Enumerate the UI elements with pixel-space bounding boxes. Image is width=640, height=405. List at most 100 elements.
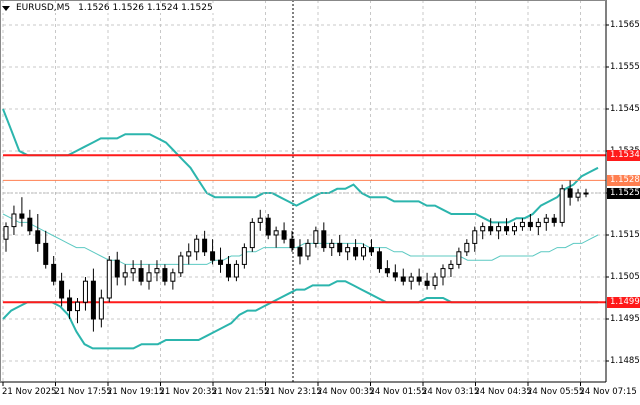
- x-tick-label: 24 Nov 07:15: [579, 387, 637, 397]
- candle-body: [472, 230, 478, 244]
- bollinger-upper: [2, 108, 599, 224]
- candle-body: [122, 272, 128, 278]
- candle-body: [511, 226, 517, 232]
- candle-body: [241, 247, 247, 265]
- x-tick-label: 24 Nov 03:15: [422, 387, 480, 397]
- candle-body: [249, 221, 255, 249]
- candle-body: [392, 272, 398, 278]
- candle-body: [210, 251, 216, 261]
- chart-title-bar: EURUSD,M5 1.1526 1.1526 1.1524 1.1525: [2, 3, 215, 13]
- candle-body: [11, 213, 17, 228]
- candle-body: [281, 230, 287, 240]
- candle-body: [3, 226, 9, 240]
- candle-body: [19, 213, 25, 219]
- candle-body: [400, 276, 406, 282]
- price-level-tag: 1.1534: [607, 149, 640, 161]
- candle-body: [35, 230, 41, 244]
- x-tick-label: 24 Nov 00:35: [317, 387, 375, 397]
- candle-body: [480, 226, 486, 232]
- price-level-tag: 1.1499: [607, 296, 640, 308]
- candle-body: [567, 188, 573, 198]
- candle-body: [130, 268, 136, 274]
- candle-body: [464, 242, 470, 253]
- candle-body: [106, 259, 112, 299]
- candle-body: [440, 268, 446, 278]
- bollinger-middle: [2, 213, 599, 265]
- candle-body: [162, 268, 168, 282]
- candle-body: [527, 221, 533, 228]
- symbol-label: EURUSD,M5: [16, 3, 71, 13]
- candle-body: [416, 276, 422, 282]
- y-tick-label: 1.1555: [610, 62, 640, 72]
- candle-body: [297, 247, 303, 257]
- candle-body: [305, 242, 311, 257]
- y-tick-label: 1.1565: [610, 20, 640, 30]
- candle-body: [368, 247, 374, 253]
- candle-body: [218, 259, 224, 265]
- x-tick-label: 24 Nov 05:55: [527, 387, 585, 397]
- candle-body: [496, 226, 502, 232]
- x-tick-label: 21 Nov 20:35: [159, 387, 217, 397]
- candle-body: [27, 217, 33, 232]
- y-tick-label: 1.1515: [610, 230, 640, 240]
- y-tick-label: 1.1505: [610, 272, 640, 282]
- candle-body: [313, 230, 319, 244]
- price-level-tag: 1.1528: [607, 174, 640, 186]
- candle-body: [265, 217, 271, 236]
- candle-body: [194, 238, 200, 253]
- candle-body: [59, 280, 65, 299]
- candle-body: [233, 263, 239, 278]
- candle-body: [75, 301, 81, 312]
- candle-body: [225, 263, 231, 278]
- candle-body: [384, 268, 390, 274]
- candle-body: [376, 251, 382, 270]
- candle-body: [345, 247, 351, 253]
- ohlc-values: 1.1526 1.1526 1.1524 1.1525: [78, 3, 213, 13]
- candle-body: [488, 226, 494, 232]
- candle-body: [353, 247, 359, 257]
- candle-body: [202, 238, 208, 253]
- candle-body: [575, 192, 581, 198]
- x-tick-label: 21 Nov 17:55: [54, 387, 112, 397]
- candle-body: [321, 230, 327, 249]
- candle-body: [519, 221, 525, 228]
- candle-body: [448, 263, 454, 270]
- y-tick-label: 1.1495: [610, 314, 640, 324]
- x-tick-label: 21 Nov 23:15: [264, 387, 322, 397]
- current-price-tag: 1.1525: [607, 187, 640, 199]
- candle-body: [67, 297, 73, 312]
- candle-body: [82, 280, 88, 303]
- candle-body: [289, 238, 295, 249]
- candle-body: [170, 272, 176, 282]
- x-tick-label: 21 Nov 19:15: [107, 387, 165, 397]
- candle-body: [98, 297, 104, 320]
- candle-body: [535, 221, 541, 228]
- collapse-triangle-icon[interactable]: [2, 5, 10, 11]
- candle-body: [361, 247, 367, 257]
- candle-body: [178, 255, 184, 274]
- x-tick-label: 21 Nov 2025: [2, 387, 57, 397]
- x-tick-label: 24 Nov 01:55: [369, 387, 427, 397]
- candle-body: [504, 226, 510, 232]
- candle-body: [456, 251, 462, 265]
- candle-body: [329, 242, 335, 249]
- candle-body: [257, 217, 263, 223]
- candle-body: [51, 263, 57, 282]
- candle-body: [559, 188, 565, 223]
- candle-body: [186, 251, 192, 257]
- candle-body: [90, 280, 96, 320]
- candle-body: [551, 217, 557, 223]
- x-tick-label: 21 Nov 21:55: [212, 387, 270, 397]
- y-tick-label: 1.1545: [610, 104, 640, 114]
- candle-body: [583, 192, 589, 195]
- candle-body: [432, 276, 438, 286]
- candle-body: [424, 280, 430, 286]
- candle-body: [543, 217, 549, 223]
- candle-body: [43, 242, 49, 265]
- candle-body: [114, 259, 120, 278]
- candle-body: [146, 272, 152, 282]
- candle-body: [408, 276, 414, 282]
- candle-body: [138, 268, 144, 282]
